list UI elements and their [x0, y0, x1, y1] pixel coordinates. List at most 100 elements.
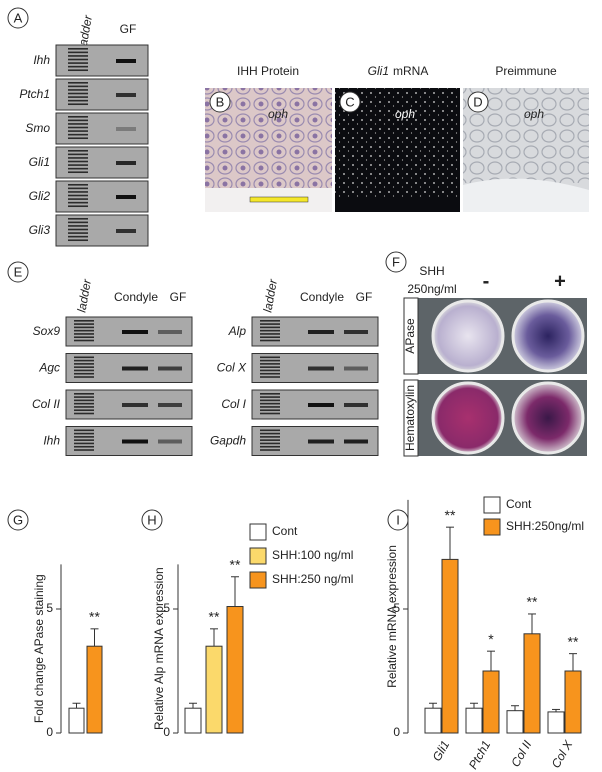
ladder-band	[68, 201, 88, 204]
gene-label: Gli1	[29, 155, 50, 169]
panel-label: I	[396, 512, 400, 527]
band	[308, 366, 334, 371]
band	[116, 93, 136, 97]
gene-label: Sox9	[33, 324, 61, 338]
bar	[424, 707, 442, 734]
ladder-band	[68, 235, 88, 238]
ladder-band	[68, 153, 88, 156]
ladder-band	[260, 372, 280, 375]
significance: **	[209, 609, 220, 625]
ladder-band	[74, 436, 94, 438]
gene-label: Col I	[221, 397, 246, 411]
ladder-band	[74, 406, 94, 408]
lane-label: GF	[170, 290, 187, 304]
band	[116, 161, 136, 165]
band	[158, 403, 182, 407]
gene-label: Gli2	[29, 189, 51, 203]
lane-label: GF	[120, 22, 137, 36]
ladder-band	[68, 82, 88, 84]
ladder-band	[74, 366, 94, 368]
legend-label: Cont	[506, 497, 532, 511]
gene-label: Ihh	[43, 434, 60, 448]
panel-badge	[467, 91, 489, 113]
gene-label: Agc	[38, 361, 60, 375]
band	[308, 330, 334, 334]
legend-label: SHH:100 ng/ml	[272, 548, 353, 562]
y-axis-label: Fold change APase staining	[32, 574, 46, 723]
panel-badge	[7, 261, 29, 283]
significance: *	[488, 631, 494, 647]
ladder-band	[260, 445, 280, 448]
stain-label: APase	[403, 318, 417, 354]
ladder-band	[68, 187, 88, 190]
ladder-band	[68, 133, 88, 136]
ladder-band	[68, 69, 88, 72]
y-tick-label: 0	[393, 725, 400, 739]
ladder-band	[68, 48, 88, 50]
ladder-band	[260, 320, 280, 322]
ladder-band	[260, 326, 280, 329]
ladder-band	[68, 62, 88, 64]
ladder-band	[68, 228, 88, 231]
ladder-band	[68, 92, 88, 95]
band	[116, 195, 136, 199]
ladder-band	[68, 89, 88, 91]
panel-badge	[141, 509, 163, 531]
ladder-band	[74, 439, 94, 441]
band	[308, 403, 334, 407]
panel-badge	[385, 251, 407, 273]
ladder-band	[68, 137, 88, 140]
ladder-band	[260, 356, 280, 359]
ladder-band	[74, 445, 94, 448]
y-tick-label: 0	[46, 725, 53, 739]
ladder-band	[74, 356, 94, 359]
band	[122, 439, 148, 444]
ladder-band	[260, 442, 280, 445]
treatment-label: SHH	[419, 264, 444, 278]
y-tick-label: 5	[46, 601, 53, 615]
legend-swatch	[483, 518, 501, 536]
ladder-band	[74, 333, 94, 335]
image-title-part: Gli1	[368, 64, 389, 78]
ladder-band	[68, 221, 88, 224]
gene-label: Col X	[217, 361, 247, 375]
bar	[564, 670, 582, 734]
panel-label: G	[13, 512, 23, 527]
image-title: Preimmune	[495, 64, 557, 78]
bar	[441, 558, 459, 734]
y-tick-label: 5	[393, 601, 400, 615]
panel-badge	[7, 7, 29, 29]
ladder-band	[68, 96, 88, 98]
bar	[86, 645, 103, 734]
band	[116, 229, 136, 233]
y-tick-label: 0	[163, 725, 170, 739]
gene-label: Ihh	[33, 53, 50, 67]
band	[116, 59, 136, 63]
ladder-band	[68, 194, 88, 197]
condition-label: +	[554, 270, 566, 292]
ladder-band	[74, 359, 94, 362]
ladder-band	[68, 167, 88, 170]
ladder-band	[68, 171, 88, 174]
bar	[523, 633, 541, 734]
ladder-band	[260, 409, 280, 412]
gene-label: Ptch1	[19, 87, 50, 101]
ladder-band	[68, 184, 88, 186]
bar	[226, 606, 244, 734]
legend-swatch	[249, 571, 267, 589]
gene-label: Alp	[228, 324, 247, 338]
legend-label: SHH:250 ng/ml	[272, 572, 353, 586]
ladder-band	[74, 399, 94, 402]
ladder-band	[68, 116, 88, 118]
ladder-band	[74, 339, 94, 342]
ladder-band	[68, 232, 88, 234]
panel-label: B	[216, 94, 225, 109]
ladder-band	[74, 323, 94, 325]
ladder-band	[260, 399, 280, 402]
x-tick-label: Col X	[549, 737, 576, 770]
band	[158, 366, 182, 371]
ladder-band	[68, 99, 88, 102]
ladder-band	[68, 218, 88, 220]
ladder-band	[74, 369, 94, 372]
